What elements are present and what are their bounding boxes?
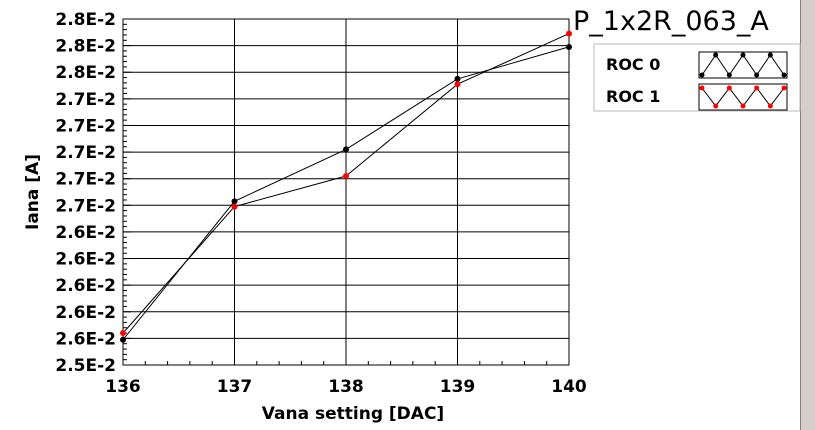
data-point-roc-0 [566,43,572,50]
legend-marker-roc-1 [781,85,787,91]
y-tick-label: 2.6E-2 [55,250,116,270]
y-tick-label: 2.6E-2 [55,223,116,243]
y-tick-label: 2.7E-2 [55,143,116,163]
y-tick-label: 2.8E-2 [55,10,116,30]
y-tick-label: 2.6E-2 [55,329,116,349]
data-point-roc-1 [454,81,461,88]
legend-marker-roc-0 [781,72,787,78]
legend-marker-roc-0 [754,72,760,78]
legend-label-roc-1: ROC 1 [606,87,660,106]
legend-marker-roc-0 [713,52,719,58]
y-tick-labels: 2.5E-2 2.6E-2 2.6E-2 2.6E-2 2.6E-2 2.6E-2 2.7E… [55,10,116,376]
legend-marker-roc-1 [754,85,760,91]
legend-marker-roc-0 [767,52,773,58]
right-panel-strip [800,0,815,430]
data-point-roc-1 [120,330,126,337]
data-point-roc-1 [231,203,238,210]
legend-marker-roc-0 [726,72,732,78]
y-tick-label: 2.7E-2 [55,196,116,216]
data-point-roc-0 [120,336,126,343]
legend-marker-roc-0 [699,72,705,78]
y-tick-label: 2.7E-2 [55,116,116,136]
y-tick-label: 2.6E-2 [55,303,116,323]
x-tick-label: 136 [105,377,141,397]
data-point-roc-1 [343,173,349,180]
legend-marker-roc-1 [740,103,746,109]
legend: ROC 0 ROC 1 [593,43,801,112]
y-tick-label: 2.5E-2 [55,356,116,376]
tick-marks [122,18,570,366]
legend-label-roc-0: ROC 0 [606,55,660,74]
x-tick-labels: 136 137 138 139 140 [105,377,587,397]
x-tick-label: 137 [217,377,253,397]
legend-marker-roc-1 [699,85,705,91]
legend-marker-roc-1 [726,85,732,91]
y-tick-label: 2.7E-2 [55,170,116,190]
chart-title: P_1x2R_063_A [573,6,769,37]
x-axis-title: Vana setting [DAC] [262,404,444,424]
series-points [120,30,572,343]
x-tick-label: 140 [551,377,587,397]
y-tick-label: 2.7E-2 [55,90,116,110]
data-point-roc-1 [566,30,572,37]
legend-marker-roc-1 [713,103,719,109]
y-axis-title: Iana [A] [23,154,43,230]
right-panel-edge [800,0,801,430]
y-tick-label: 2.8E-2 [55,63,116,83]
data-point-roc-0 [454,75,461,82]
data-point-roc-0 [231,198,238,205]
legend-marker-roc-1 [767,103,773,109]
x-tick-label: 139 [440,377,476,397]
y-tick-label: 2.6E-2 [55,276,116,296]
x-tick-label: 138 [328,377,364,397]
legend-marker-roc-0 [740,52,746,58]
y-tick-label: 2.8E-2 [55,37,116,57]
data-point-roc-0 [343,146,349,153]
grid [123,19,569,365]
